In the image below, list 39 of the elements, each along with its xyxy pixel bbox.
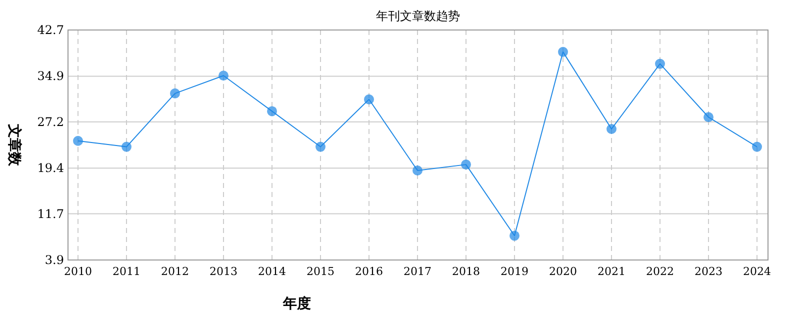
point [558, 46, 568, 57]
point [73, 136, 83, 146]
x-tick-label: 2023 [694, 265, 722, 278]
point [510, 230, 520, 241]
x-tick-label: 2012 [161, 265, 189, 278]
x-axis-title: 年度 [282, 295, 311, 312]
point [170, 88, 180, 98]
point [267, 106, 277, 116]
y-tick-label: 11.7 [37, 206, 64, 221]
x-tick-label: 2016 [355, 265, 383, 278]
point [364, 94, 374, 104]
x-tick-label: 2017 [404, 265, 432, 278]
x-tick-label: 2014 [258, 265, 286, 278]
point [655, 58, 665, 69]
y-tick-label: 19.4 [37, 161, 64, 176]
point [461, 160, 471, 170]
x-tick-label: 2013 [210, 265, 238, 278]
x-tick-label: 2018 [452, 265, 480, 278]
y-tick-label: 27.2 [37, 114, 64, 129]
y-axis-title: 文章数 [6, 123, 23, 167]
point [316, 142, 326, 152]
y-tick-label: 3.9 [44, 253, 64, 267]
x-tick-label: 2020 [549, 265, 577, 278]
x-tick-label: 2015 [306, 265, 334, 278]
chart-title: 年刊文章数趋势 [376, 9, 460, 23]
point [412, 165, 422, 176]
y-tick-label: 34.9 [37, 69, 64, 84]
x-tick-label: 2010 [64, 265, 92, 278]
point [752, 142, 762, 152]
y-tick-label: 42.7 [37, 23, 64, 37]
point [218, 70, 228, 81]
point [606, 124, 616, 134]
point [704, 112, 714, 122]
x-tick-label: 2021 [598, 265, 626, 278]
x-tick-label: 2024 [743, 265, 771, 278]
x-tick-label: 2022 [646, 265, 674, 278]
point [122, 142, 132, 152]
x-tick-label: 2011 [112, 265, 140, 278]
x-tick-label: 2019 [500, 265, 528, 278]
